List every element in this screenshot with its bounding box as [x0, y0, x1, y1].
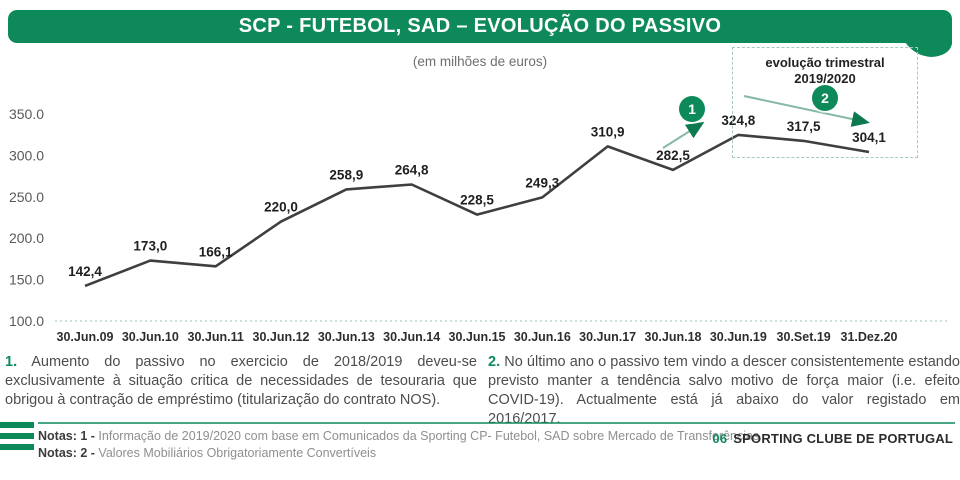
x-axis-label: 30.Jun.15 [449, 330, 506, 344]
x-axis-label: 30.Jun.14 [383, 330, 440, 344]
x-axis-label: 30.Set.19 [777, 330, 831, 344]
value-label: 258,9 [329, 167, 363, 182]
x-axis-label: 30.Jun.10 [122, 330, 179, 344]
value-label: 228,5 [460, 193, 494, 208]
value-label: 220,0 [264, 200, 298, 215]
x-axis-label: 30.Jun.12 [253, 330, 310, 344]
x-axis-label: 30.Jun.09 [57, 330, 114, 344]
value-label: 304,1 [852, 130, 886, 145]
note-1-text: Aumento do passivo no exercicio de 2018/… [5, 354, 477, 408]
value-label: 249,3 [525, 175, 559, 190]
note-2-number: 2. [488, 354, 501, 370]
note-badge-2: 2 [812, 85, 838, 111]
y-tick-label: 250.0 [9, 189, 44, 205]
page-title: SCP - FUTEBOL, SAD – EVOLUÇÃO DO PASSIVO [238, 15, 722, 37]
note-badge-1: 1 [679, 96, 705, 122]
value-label: 324,8 [721, 113, 755, 128]
x-axis-label: 30.Jun.13 [318, 330, 375, 344]
x-axis-label: 30.Jun.16 [514, 330, 571, 344]
x-axis-label: 30.Jun.19 [710, 330, 767, 344]
footnote-1-text: Informação de 2019/2020 com base em Comu… [94, 429, 760, 443]
annotation-arrow-up-1 [662, 121, 705, 149]
annotation-arrow-down-2 [743, 95, 870, 127]
x-axis-label: 30.Jun.18 [645, 330, 702, 344]
y-tick-label: 150.0 [9, 272, 44, 288]
value-label: 264,8 [395, 163, 429, 178]
value-label: 310,9 [591, 124, 625, 139]
y-tick-label: 100.0 [9, 313, 44, 329]
brand-name: SPORTING CLUBE DE PORTUGAL [733, 431, 953, 446]
note-paragraph-1: 1. Aumento do passivo no exercicio de 20… [5, 353, 477, 410]
passivo-line [84, 133, 870, 288]
quarterly-evolution-box: evolução trimestral 2019/2020 [732, 47, 918, 158]
banner-ribbon-tail [905, 41, 952, 57]
menu-icon-bar [0, 422, 34, 428]
footnote-1: Notas: 1 - Informação de 2019/2020 com b… [38, 429, 759, 443]
value-label: 317,5 [787, 119, 821, 134]
footnote-2-label: Notas: 2 - [38, 446, 95, 460]
note-2-text: No último ano o passivo tem vindo a desc… [488, 354, 960, 427]
page-number: 06 [712, 431, 728, 446]
footnote-2-text: Valores Mobiliários Obrigatoriamente Con… [94, 446, 377, 460]
quarterly-box-title-line1: evolução trimestral [765, 55, 885, 70]
value-label: 142,4 [68, 264, 102, 279]
value-label: 173,0 [133, 239, 167, 254]
title-banner: SCP - FUTEBOL, SAD – EVOLUÇÃO DO PASSIVO [8, 10, 952, 43]
x-axis-label: 31.Dez.20 [841, 330, 898, 344]
x-axis-label: 30.Jun.11 [188, 330, 244, 344]
menu-icon-bar [0, 433, 34, 439]
footnote-2: Notas: 2 - Valores Mobiliários Obrigator… [38, 446, 376, 460]
x-axis-label: 30.Jun.17 [579, 330, 636, 344]
menu-icon-bar [0, 444, 34, 450]
menu-icon[interactable] [0, 422, 34, 452]
y-tick-label: 350.0 [9, 106, 44, 122]
note-paragraph-2: 2. No último ano o passivo tem vindo a d… [488, 353, 960, 429]
note-1-number: 1. [5, 354, 18, 370]
value-label: 166,1 [199, 244, 233, 259]
y-tick-label: 200.0 [9, 230, 44, 246]
y-tick-label: 300.0 [9, 147, 44, 163]
value-label: 282,5 [656, 148, 690, 163]
footnote-1-label: Notas: 1 - [38, 429, 95, 443]
footer-divider [38, 422, 955, 424]
brand-footer: 06 SPORTING CLUBE DE PORTUGAL [712, 431, 953, 446]
chart-subtitle: (em milhões de euros) [412, 54, 548, 69]
quarterly-box-title-line2: 2019/2020 [794, 71, 856, 86]
